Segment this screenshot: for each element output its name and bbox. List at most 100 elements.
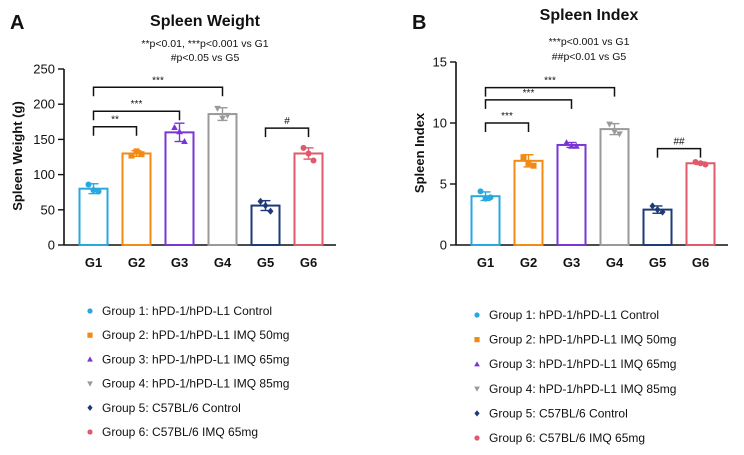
- panel-b-x-tick-label-g4: G4: [606, 255, 624, 270]
- panel-a-point-g3: [171, 123, 178, 130]
- panel-b-point-g2: [520, 154, 527, 161]
- panel-b-point-g3: [563, 139, 570, 146]
- panel-b-plot: 0 5 10 15 G1 G2 G3 G4 G5 G6 *** *** *** ##: [433, 55, 728, 270]
- panel-a-legend-label-6: Group 6: C57BL/6 IMQ 65mg: [102, 425, 258, 439]
- panel-a-point-g1: [90, 187, 97, 194]
- panel-b-point-g5: [659, 208, 666, 216]
- panel-b-point-g5: [654, 206, 661, 214]
- panel-b-legend-label-1: Group 1: hPD-1/hPD-L1 Control: [489, 308, 659, 322]
- panel-a-legend-marker-4: [87, 381, 93, 387]
- panel-a-point-g2: [128, 152, 135, 159]
- panel-a-point-g5: [262, 201, 269, 210]
- panel-a-bar-g1: [78, 187, 109, 246]
- panel-b-point-g4: [616, 131, 623, 138]
- panel-a-legend-marker-5: [87, 404, 93, 411]
- panel-a-bar-g6: [293, 152, 324, 246]
- panel-b-legend-marker-5: [474, 410, 480, 417]
- panel-b-significance-label: ***: [523, 88, 535, 99]
- panel-b-point-g2: [525, 160, 532, 167]
- panel-b-subtitle-line-1: ***p<0.001 vs G1: [549, 36, 630, 48]
- panel-a-y-tick-label: 100: [33, 167, 55, 182]
- panel-a-point-g2: [138, 151, 145, 158]
- panel-b-point-g6: [692, 159, 699, 166]
- panel-b-significance-label: ***: [501, 111, 513, 122]
- panel-a-point-g4: [219, 115, 226, 122]
- panel-a-significance-bracket: [92, 125, 138, 136]
- panel-b-legend: Group 1: hPD-1/hPD-L1 Control Group 2: hP…: [474, 308, 676, 445]
- panel-a-y-axis-label: Spleen Weight (g): [10, 101, 25, 211]
- panel-a-point-g5: [267, 207, 274, 215]
- panel-a-significance-bracket: [92, 86, 224, 97]
- panel-a-legend-label-3: Group 3: hPD-1/hPD-L1 IMQ 65mg: [102, 352, 289, 366]
- panel-a-point-g1: [95, 188, 102, 195]
- panel-a-legend: Group 1: hPD-1/hPD-L1 Control Group 2: hP…: [87, 304, 289, 439]
- panel-b-legend-label-3: Group 3: hPD-1/hPD-L1 IMQ 65mg: [489, 357, 676, 371]
- panel-a-legend-marker-2: [87, 332, 93, 338]
- panel-a-point-g6: [310, 157, 317, 164]
- panel-a-x-tick-label-g6: G6: [300, 255, 317, 270]
- panel-b-title: Spleen Index: [540, 7, 639, 24]
- panel-a-point-g3: [176, 128, 183, 135]
- panel-a-significance-label: ***: [152, 75, 164, 86]
- panel-a-significance-label: #: [284, 116, 290, 127]
- panel-a-legend-label-4: Group 4: hPD-1/hPD-L1 IMQ 85mg: [102, 377, 289, 391]
- panel-b-subtitle-line-2: ##p<0.01 vs G5: [552, 51, 627, 63]
- panel-b-point-g4: [606, 121, 613, 128]
- panel-b-bar-g5: [642, 208, 673, 246]
- panel-a-subtitle-line-1: **p<0.01, ***p<0.001 vs G1: [141, 38, 268, 50]
- panel-b-legend-marker-4: [474, 386, 480, 392]
- panel-b-legend-marker-2: [474, 337, 480, 343]
- panel-b-y-axis-label: Spleen Index: [412, 112, 427, 193]
- panel-b-y-tick-label: 10: [433, 116, 447, 131]
- panel-b-bar-g6: [685, 162, 716, 246]
- panel-b-point-g2: [530, 162, 537, 169]
- panel-a-x-tick-label-g4: G4: [214, 255, 232, 270]
- panel-a-point-g6: [305, 150, 312, 157]
- panel-a-point-g4: [214, 105, 221, 112]
- panel-b-legend-label-2: Group 2: hPD-1/hPD-L1 IMQ 50mg: [489, 333, 676, 347]
- panel-b-point-g1: [482, 195, 489, 202]
- panel-a-title: Spleen Weight: [150, 13, 261, 30]
- panel-a-legend-label-2: Group 2: hPD-1/hPD-L1 IMQ 50mg: [102, 328, 289, 342]
- panel-b-significance-label: ##: [673, 137, 685, 148]
- panel-b-significance-bracket: [656, 147, 702, 158]
- panel-a-x-tick-label-g1: G1: [85, 255, 102, 270]
- panel-a-legend-label-1: Group 1: hPD-1/hPD-L1 Control: [102, 304, 272, 318]
- panel-a-x-tick-label-g3: G3: [171, 255, 188, 270]
- panel-b-point-g1: [487, 194, 494, 201]
- panel-a-point-g2: [133, 148, 140, 155]
- panel-b-point-g4: [611, 128, 618, 135]
- panel-b-point-g1: [477, 188, 484, 195]
- panel-a-bar-g4: [207, 113, 238, 246]
- panel-a-y-tick-label: 200: [33, 97, 55, 112]
- panel-a-bar-g2: [121, 152, 152, 246]
- panel-b-bar-g1: [470, 195, 501, 246]
- panel-b-significance-bracket: [484, 86, 616, 97]
- panel-a-point-g5: [257, 197, 264, 205]
- panel-b-point-g3: [568, 142, 575, 149]
- panel-a-significance-label: **: [111, 115, 119, 126]
- panel-b-legend-label-5: Group 5: C57BL/6 Control: [489, 406, 628, 420]
- panel-a-y-tick-label: 150: [33, 132, 55, 147]
- panel-b-y-tick-label: 5: [440, 177, 447, 192]
- panel-b-legend-label-6: Group 6: C57BL/6 IMQ 65mg: [489, 431, 645, 445]
- panel-a-x-tick-label-g5: G5: [257, 255, 274, 270]
- panel-b-legend-marker-6: [474, 435, 480, 441]
- panel-b-significance-label: ***: [544, 76, 556, 87]
- panel-b-point-g6: [702, 161, 709, 168]
- panel-b-legend-label-4: Group 4: hPD-1/hPD-L1 IMQ 85mg: [489, 382, 676, 396]
- panel-b-point-g3: [573, 142, 580, 149]
- panel-a-point-g4: [224, 112, 231, 119]
- panel-b-point-g5: [649, 202, 656, 210]
- panel-b-letter: B: [412, 12, 426, 34]
- panel-a-significance-label: ***: [131, 99, 143, 110]
- panel-b-y-tick-label: 15: [433, 55, 447, 70]
- panel-b-x-tick-label-g2: G2: [520, 255, 537, 270]
- panel-a-bar-g3: [164, 131, 195, 246]
- panel-a-point-g6: [300, 144, 307, 151]
- panel-a-significance-bracket: [264, 127, 310, 138]
- panel-b-significance-bracket: [484, 122, 530, 132]
